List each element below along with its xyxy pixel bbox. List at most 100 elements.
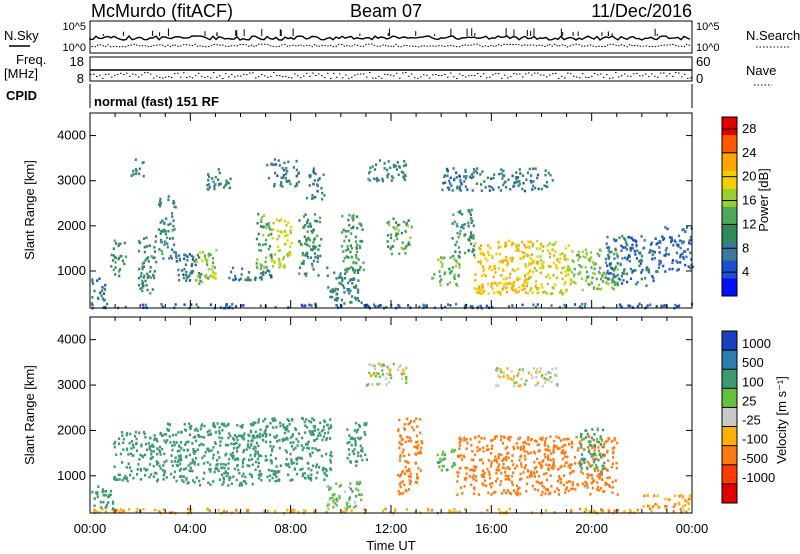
echo-cell [593, 452, 596, 455]
echo-cell [164, 240, 167, 244]
nave-dot [465, 76, 467, 78]
echo-cell [351, 216, 354, 220]
echo-cell [596, 287, 599, 290]
echo-cell [566, 455, 569, 459]
echo-cell [549, 458, 552, 462]
echo-cell [459, 189, 462, 192]
echo-cell [634, 269, 637, 272]
nave-dot [189, 76, 191, 78]
echo-cell [329, 458, 332, 462]
nave-dot [423, 74, 425, 76]
echo-cell [662, 264, 665, 268]
echo-cell [640, 254, 644, 258]
echo-cell [475, 291, 479, 294]
echo-cell [493, 458, 496, 462]
echo-cell [189, 466, 192, 470]
echo-cell [599, 437, 602, 440]
echo-cell [301, 474, 304, 478]
echo-cell [612, 268, 615, 272]
echo-cell [606, 246, 609, 249]
echo-cell [665, 505, 668, 508]
echo-cell [547, 467, 550, 470]
echo-cell [233, 278, 236, 282]
echo-cell [490, 439, 493, 442]
echo-cell [649, 243, 653, 246]
echo-cell [342, 228, 345, 232]
echo-cell [304, 476, 307, 480]
echo-cell [348, 434, 351, 437]
echo-cell [98, 511, 101, 514]
echo-cell [640, 259, 643, 262]
echo-cell [186, 255, 189, 258]
echo-cell [271, 237, 274, 240]
echo-cell [253, 454, 256, 458]
echo-cell [257, 212, 260, 216]
colorbar-tick-label: 1000 [742, 336, 771, 351]
echo-cell [526, 292, 529, 295]
echo-cell [212, 446, 215, 449]
echo-cell [286, 438, 289, 441]
nave-dot [150, 73, 152, 75]
echo-cell [545, 478, 549, 482]
echo-cell [272, 426, 275, 429]
echo-cell [390, 245, 393, 249]
echo-cell [586, 432, 589, 436]
echo-cell [357, 279, 360, 282]
echo-cell [232, 475, 235, 478]
echo-cell [475, 182, 479, 185]
echo-cell [210, 268, 213, 271]
echo-cell [580, 265, 583, 269]
echo-cell [157, 203, 161, 206]
echo-cell [257, 418, 260, 421]
echo-cell [320, 238, 323, 241]
echo-cell [340, 276, 343, 279]
echo-cell [465, 447, 468, 450]
echo-cell [500, 435, 503, 438]
echo-cell [422, 303, 425, 307]
echo-cell [390, 252, 394, 256]
echo-cell [340, 282, 343, 286]
nave-dot [162, 77, 164, 79]
echo-cell [153, 270, 156, 273]
echo-cell [303, 235, 306, 238]
echo-cell [521, 240, 524, 244]
echo-cell [657, 506, 660, 509]
echo-cell [588, 510, 591, 513]
echo-cell [512, 375, 515, 378]
echo-cell [436, 453, 439, 457]
echo-cell [679, 493, 682, 497]
echo-cell [494, 455, 497, 458]
echo-cell [267, 247, 270, 251]
echo-cell [463, 234, 466, 237]
echo-cell [178, 449, 181, 453]
echo-cell [501, 466, 504, 469]
echo-cell [374, 163, 378, 166]
echo-cell [260, 278, 263, 281]
echo-cell [231, 451, 234, 455]
echo-cell [135, 442, 138, 445]
echo-cell [549, 371, 552, 375]
echo-cell [168, 237, 172, 240]
echo-cell [287, 430, 290, 433]
echo-cell [169, 423, 172, 426]
echo-cell [616, 508, 619, 512]
echo-cell [672, 509, 675, 513]
echo-cell [195, 476, 198, 479]
echo-cell [505, 186, 508, 189]
echo-cell [656, 241, 659, 245]
echo-cell [265, 440, 268, 444]
nave-dot [552, 73, 554, 75]
echo-cell [603, 461, 606, 465]
y-tick-label: 1000 [57, 263, 86, 278]
echo-cell [533, 439, 537, 443]
echo-cell [443, 457, 447, 461]
echo-cell [626, 243, 629, 247]
echo-cell [228, 186, 231, 190]
echo-cell [180, 447, 183, 450]
echo-cell [188, 422, 191, 426]
echo-cell [464, 177, 467, 180]
echo-cell [497, 246, 500, 249]
echo-cell [505, 286, 508, 289]
echo-cell [351, 267, 355, 270]
echo-cell [354, 504, 358, 508]
